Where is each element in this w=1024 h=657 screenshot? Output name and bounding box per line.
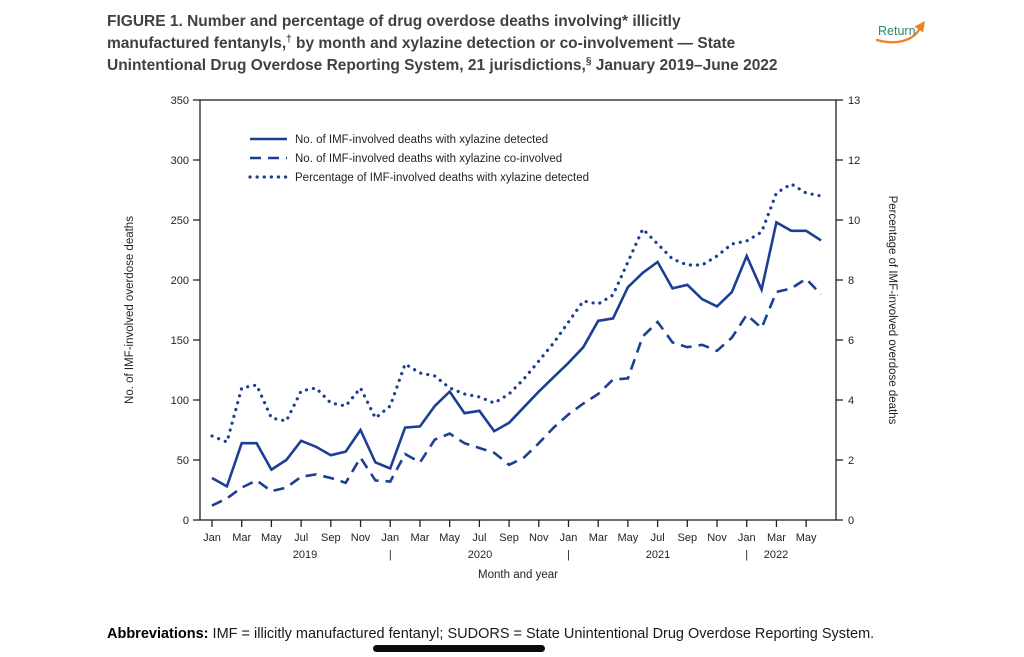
- svg-text:2019: 2019: [293, 549, 317, 561]
- svg-text:Jan: Jan: [560, 532, 578, 544]
- svg-text:200: 200: [171, 275, 189, 287]
- svg-text:No. of IMF-involved deaths wit: No. of IMF-involved deaths with xylazine…: [295, 134, 548, 146]
- chart-area: 0 50 100 150 200 250 300 350 No. of IMF-involved…: [124, 95, 898, 581]
- scroll-indicator-bar[interactable]: [373, 645, 545, 652]
- return-arrow-icon: [875, 21, 925, 44]
- svg-text:6: 6: [848, 335, 854, 347]
- abbreviations-text: IMF = illicitly manufactured fentanyl; S…: [208, 625, 875, 642]
- svg-text:No. of IMF-involved overdose d: No. of IMF-involved overdose deaths: [124, 216, 136, 404]
- svg-text:Mar: Mar: [589, 532, 608, 544]
- abbreviations-label: Abbreviations:: [107, 625, 209, 642]
- figure-title-line: Unintentional Drug Overdose Reporting Sy…: [107, 55, 778, 74]
- svg-text:May: May: [439, 532, 460, 544]
- svg-text:Month and year: Month and year: [478, 569, 558, 581]
- svg-text:350: 350: [171, 95, 189, 107]
- svg-text:12: 12: [848, 155, 860, 167]
- svg-text:Mar: Mar: [767, 532, 786, 544]
- svg-text:150: 150: [171, 335, 189, 347]
- svg-text:May: May: [261, 532, 282, 544]
- svg-text:10: 10: [848, 215, 860, 227]
- svg-text:Jul: Jul: [651, 532, 665, 544]
- svg-text:Sep: Sep: [321, 532, 341, 544]
- svg-text:Jul: Jul: [294, 532, 308, 544]
- figure-title-line: FIGURE 1. Number and percentage of drug …: [107, 13, 681, 30]
- svg-text:Mar: Mar: [410, 532, 429, 544]
- svg-text:2021: 2021: [646, 549, 670, 561]
- right-axis: 0 2 4 6 8 10 12 13 Percentage of IMF-involved ov…: [836, 95, 898, 527]
- return-button[interactable]: Return: [874, 18, 932, 48]
- svg-text:Sep: Sep: [678, 532, 698, 544]
- svg-text:Nov: Nov: [529, 532, 549, 544]
- svg-text:300: 300: [171, 155, 189, 167]
- svg-text:4: 4: [848, 395, 854, 407]
- svg-text:0: 0: [183, 515, 189, 527]
- svg-text:|: |: [745, 549, 748, 561]
- abbreviations-note: Abbreviations: IMF = illicitly manufactu…: [107, 623, 902, 645]
- plot-frame: [199, 99, 837, 521]
- svg-text:|: |: [567, 549, 570, 561]
- svg-text:Percentage of IMF-involved ove: Percentage of IMF-involved overdose deat…: [886, 196, 898, 425]
- left-axis: 0 50 100 150 200 250 300 350 No. of IMF-involved…: [124, 95, 200, 527]
- figure-title: FIGURE 1. Number and percentage of drug …: [107, 11, 907, 77]
- return-label: Return: [878, 24, 916, 38]
- svg-text:8: 8: [848, 275, 854, 287]
- svg-text:No. of IMF-involved deaths wit: No. of IMF-involved deaths with xylazine…: [295, 153, 562, 165]
- series-solid-line: [211, 220, 822, 489]
- svg-text:0: 0: [848, 515, 854, 527]
- svg-text:Percentage of IMF-involved dea: Percentage of IMF-involved deaths with x…: [295, 172, 589, 184]
- svg-text:Jan: Jan: [203, 532, 221, 544]
- series-dotted-line: [210, 182, 823, 445]
- svg-text:Jul: Jul: [472, 532, 486, 544]
- svg-text:Sep: Sep: [499, 532, 519, 544]
- svg-text:2022: 2022: [764, 549, 788, 561]
- svg-text:250: 250: [171, 215, 189, 227]
- svg-text:Nov: Nov: [707, 532, 727, 544]
- svg-text:Jan: Jan: [738, 532, 756, 544]
- series-dashed-line: [211, 277, 822, 507]
- svg-text:Nov: Nov: [351, 532, 371, 544]
- svg-text:May: May: [796, 532, 817, 544]
- svg-text:Mar: Mar: [232, 532, 251, 544]
- svg-text:|: |: [389, 549, 392, 561]
- svg-text:May: May: [618, 532, 639, 544]
- svg-text:2: 2: [848, 455, 854, 467]
- figure-title-line: manufactured fentanyls,† by month and xy…: [107, 33, 736, 52]
- svg-text:50: 50: [177, 455, 189, 467]
- svg-text:13: 13: [848, 95, 860, 107]
- x-axis: Jan Mar May Jul Sep Nov Jan Mar May Jul Sep Nov Jan M…: [203, 520, 817, 581]
- svg-text:2020: 2020: [468, 549, 492, 561]
- chart-legend: No. of IMF-involved deaths with xylazine…: [248, 134, 589, 184]
- svg-text:Jan: Jan: [381, 532, 399, 544]
- svg-text:100: 100: [171, 395, 189, 407]
